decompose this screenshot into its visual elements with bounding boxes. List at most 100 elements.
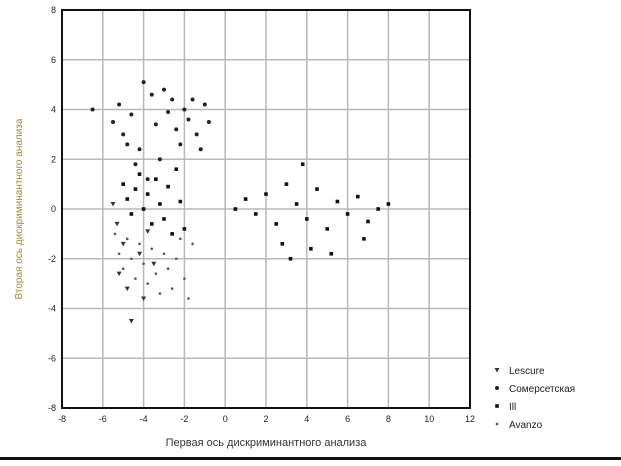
point-s1-15	[170, 97, 175, 102]
point-s2-23	[305, 217, 309, 221]
point-s2-27	[345, 212, 350, 216]
x-tick-label-1: -6	[99, 414, 107, 424]
point-s2-24	[315, 187, 319, 191]
point-s2-22	[294, 202, 299, 206]
point-s3-4	[130, 257, 133, 261]
point-s3-8	[146, 282, 149, 285]
y-tick-label-3: -2	[48, 254, 56, 264]
point-s2-9	[158, 202, 162, 206]
point-s0-0	[110, 202, 116, 207]
point-s1-7	[137, 147, 142, 152]
legend-label-1: Сомерсетская	[509, 384, 575, 395]
y-tick-label-6: 4	[51, 105, 56, 115]
point-s1-20	[190, 97, 195, 102]
plot-frame	[61, 9, 471, 409]
x-tick-label-8: 8	[386, 414, 391, 424]
point-s2-16	[233, 207, 238, 211]
legend-marker-3	[495, 422, 499, 426]
point-s1-22	[198, 147, 203, 152]
point-s1-8	[141, 80, 146, 85]
tick-labels: -8 -6 -4 -2 0 2 4 6 8 10 12 -8 -6 -4 -2 0 2 4 6 8	[48, 5, 475, 424]
point-s0-5	[128, 318, 134, 324]
point-s2-6	[145, 192, 150, 196]
point-s2-13	[174, 167, 179, 171]
point-s2-21	[284, 182, 289, 186]
point-s1-5	[129, 112, 134, 117]
point-s2-3	[133, 187, 138, 191]
point-s1-12	[157, 157, 162, 162]
point-s3-16	[179, 237, 182, 241]
x-tick-label-3: -2	[180, 414, 188, 424]
grid	[61, 9, 471, 409]
point-s1-2	[117, 102, 122, 107]
point-s2-26	[335, 199, 340, 204]
point-s2-25	[325, 227, 329, 231]
point-s1-10	[149, 92, 154, 97]
y-tick-label-8: 8	[51, 5, 56, 15]
bottom-rule	[0, 457, 621, 460]
point-s2-11	[166, 184, 170, 189]
point-s2-28	[356, 194, 360, 199]
x-tick-label-5: 2	[263, 414, 268, 424]
point-s2-35	[280, 242, 285, 246]
x-tick-label-0: -8	[58, 414, 66, 424]
point-s3-0	[113, 232, 117, 236]
point-s2-20	[274, 222, 278, 226]
y-axis-label: Вторая ось дискриминантного анализа	[14, 118, 25, 299]
point-s1-4	[125, 142, 130, 147]
point-s2-18	[254, 212, 258, 216]
point-s1-19	[186, 117, 191, 122]
y-tick-label-1: -6	[48, 353, 56, 363]
point-s3-6	[138, 242, 141, 246]
point-s2-31	[386, 202, 391, 206]
legend-marker-0	[494, 368, 500, 373]
point-s1-23	[202, 102, 207, 107]
legend-marker-1	[495, 386, 499, 390]
point-s3-15	[174, 257, 178, 261]
point-s3-5	[134, 277, 137, 280]
point-s3-7	[142, 262, 145, 266]
point-s2-32	[300, 162, 305, 167]
point-s0-1	[114, 221, 120, 227]
legend: Lescure Сомерсетская Ill Avanzo	[494, 366, 575, 431]
point-s2-17	[243, 197, 248, 201]
point-s2-4	[137, 172, 142, 176]
point-s3-19	[191, 242, 194, 246]
point-s1-13	[162, 87, 166, 92]
point-s1-3	[121, 132, 126, 137]
point-s2-5	[141, 207, 146, 211]
point-s3-2	[121, 267, 125, 271]
point-s2-8	[154, 177, 158, 181]
data-points	[90, 80, 391, 324]
point-s2-14	[178, 199, 183, 204]
point-s1-14	[166, 109, 171, 114]
x-tick-label-6: 4	[304, 414, 309, 424]
x-tick-label-9: 10	[424, 414, 434, 424]
point-s1-11	[153, 122, 158, 127]
point-s0-4	[124, 286, 130, 292]
point-s1-18	[182, 107, 187, 112]
point-s1-6	[133, 162, 138, 167]
point-s0-7	[141, 296, 147, 302]
point-s3-18	[187, 297, 190, 300]
point-s2-0	[121, 182, 125, 186]
point-s1-0	[90, 107, 95, 112]
legend-label-0: Lescure	[509, 366, 545, 377]
point-s2-36	[288, 256, 293, 261]
y-tick-label-2: -4	[48, 304, 56, 314]
point-s1-1	[111, 119, 115, 124]
point-s2-2	[129, 212, 134, 216]
point-s3-3	[125, 237, 129, 241]
point-s1-16	[174, 127, 179, 132]
point-s3-14	[170, 287, 174, 290]
point-s3-9	[150, 247, 154, 251]
point-s2-15	[182, 227, 187, 231]
x-axis-label: Первая ось дискриминантного анализа	[166, 437, 368, 449]
point-s2-7	[149, 222, 154, 226]
point-s2-10	[162, 217, 166, 221]
x-tick-label-10: 12	[465, 414, 475, 424]
point-s3-12	[162, 252, 166, 256]
point-s1-21	[194, 132, 199, 137]
point-s2-19	[264, 192, 268, 196]
point-s3-11	[158, 292, 162, 295]
